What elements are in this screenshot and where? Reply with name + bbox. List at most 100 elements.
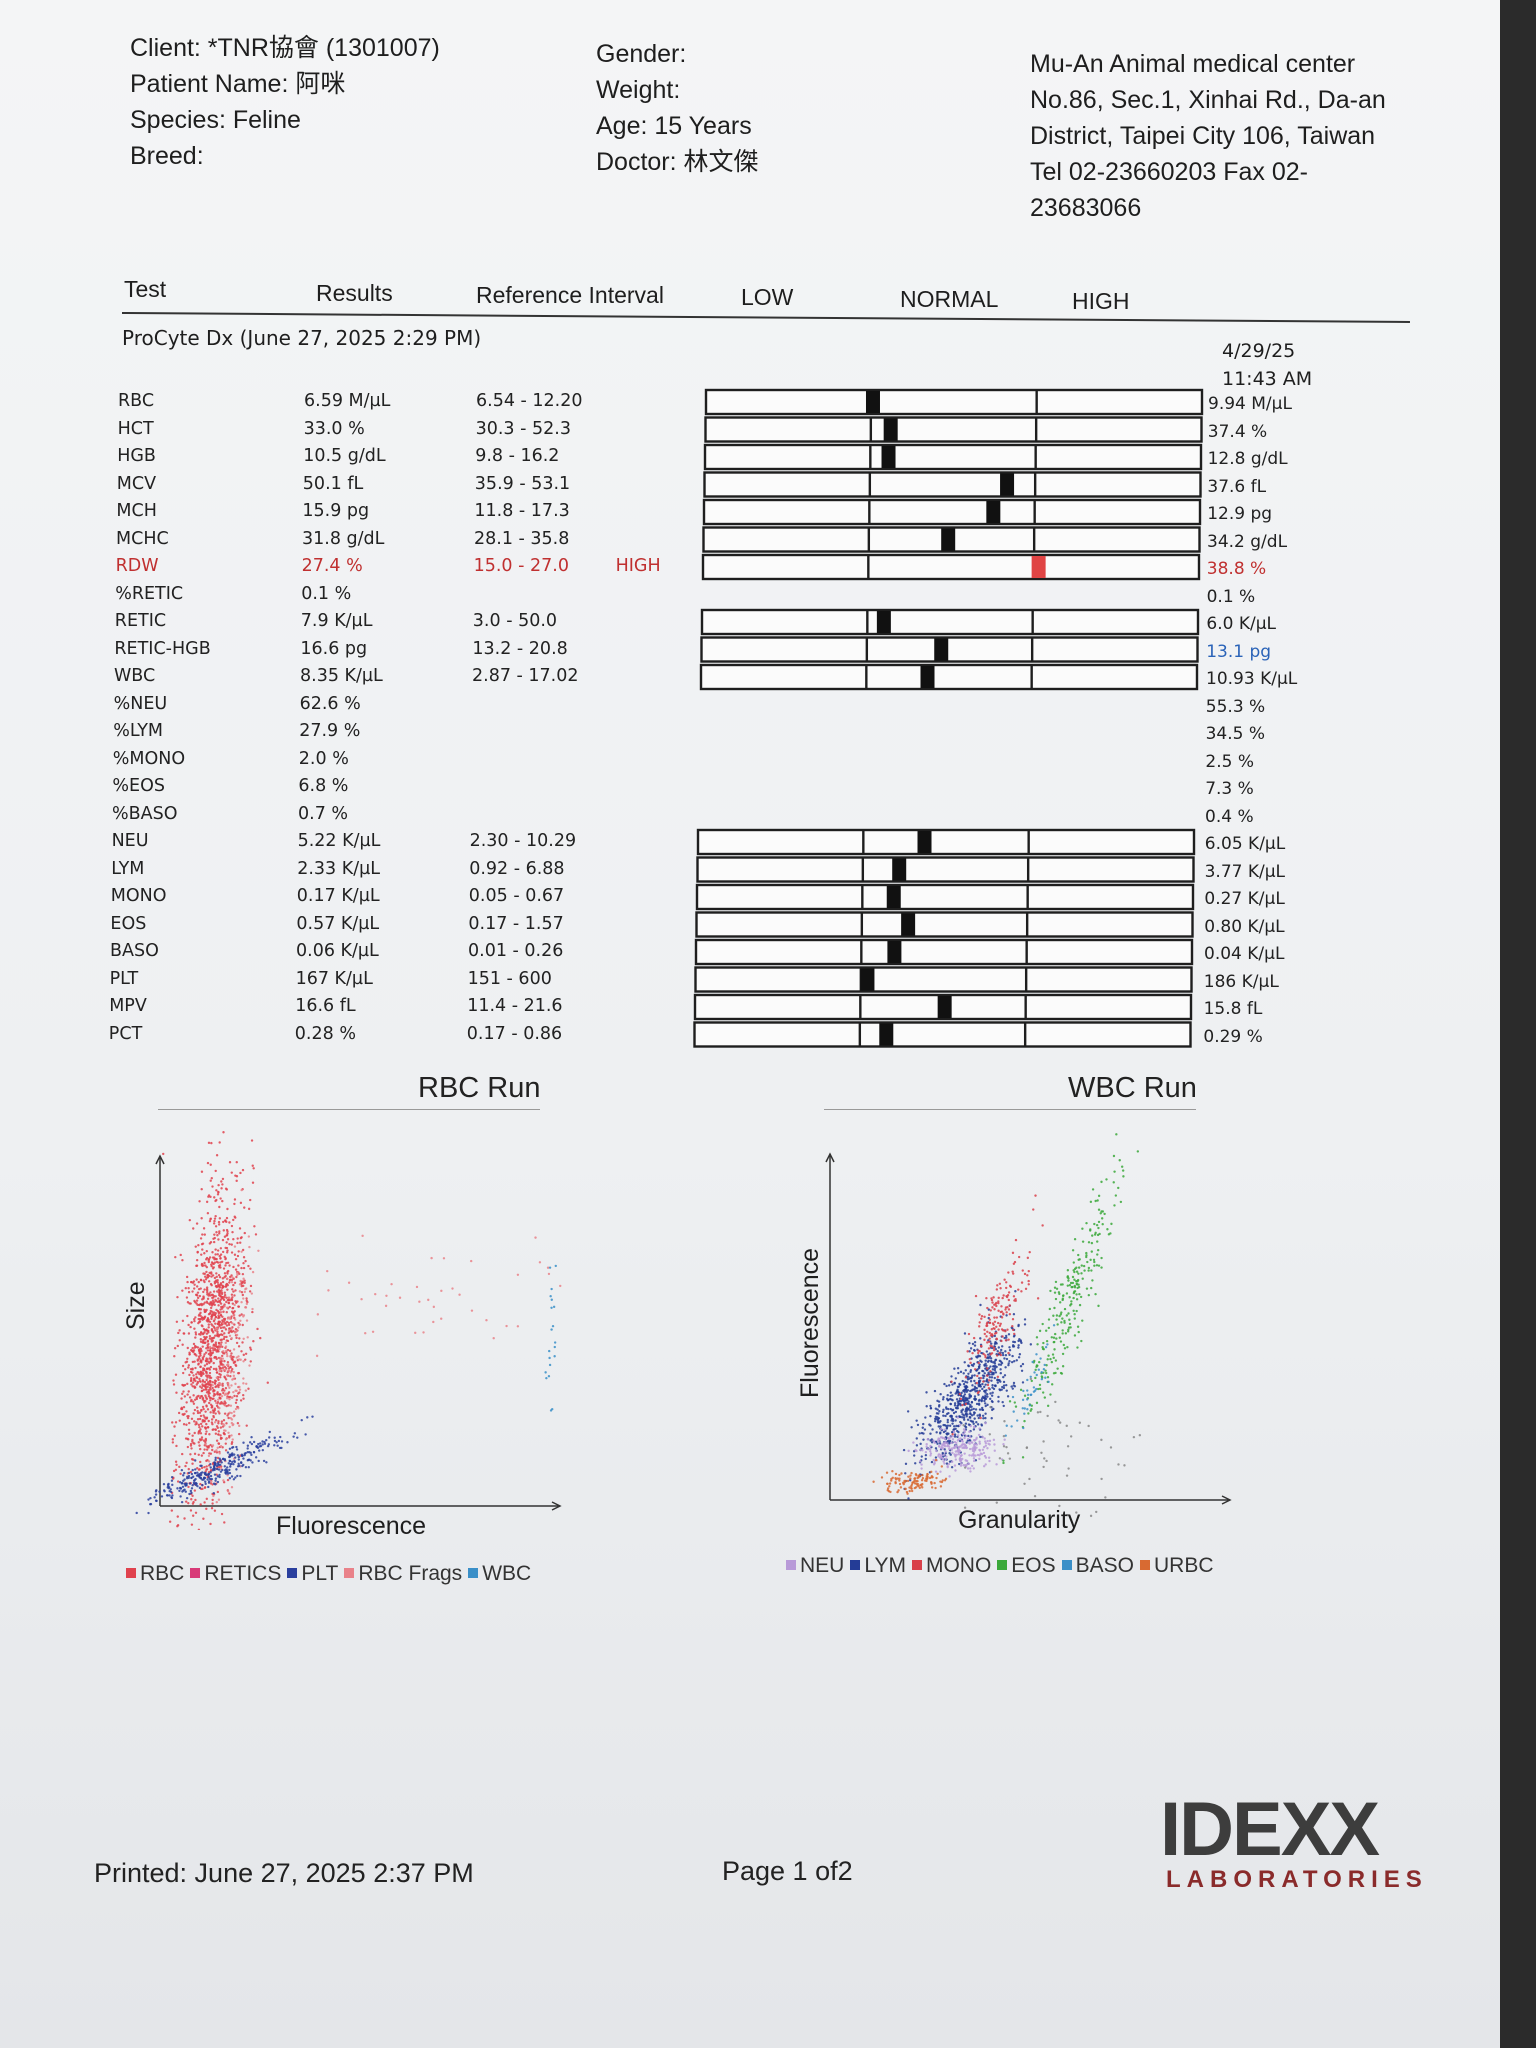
reference-interval: 0.05 - 0.67 [468, 886, 565, 906]
mono-cluster [950, 1194, 1044, 1436]
reference-interval: 28.1 - 35.8 [474, 528, 570, 549]
result-value: 0.1 % [301, 583, 352, 604]
wbc-chart-title: WBC Run [1068, 1072, 1197, 1104]
result-value: 6.8 % [298, 776, 349, 796]
range-bar [703, 471, 1202, 498]
test-name: NEU [111, 831, 149, 851]
legend-item: MONO [906, 1554, 991, 1577]
col-normal: NORMAL [900, 286, 999, 312]
result-value: 62.6 % [299, 693, 361, 714]
test-name: PLT [109, 968, 139, 989]
legend-label: WBC [482, 1562, 532, 1585]
legend-label: RBC [140, 1562, 185, 1585]
previous-result: 6.05 K/µL [1204, 834, 1286, 854]
wbc-events [544, 1264, 557, 1412]
previous-result: 34.2 g/dL [1207, 531, 1288, 552]
legend-item: BASO [1056, 1554, 1134, 1577]
col-high: HIGH [1072, 288, 1130, 314]
lab-report-page: Client: *TNR協會 (1301007) Patient Name: 阿… [0, 0, 1500, 2048]
legend-item: NEU [780, 1554, 844, 1577]
range-bar [695, 883, 1195, 911]
test-name: MCH [116, 501, 157, 521]
test-name: LYM [111, 858, 145, 879]
result-value: 0.06 K/µL [296, 941, 379, 961]
col-reference: Reference Interval [476, 282, 664, 308]
range-bar [700, 608, 1200, 636]
legend-item: RBC [120, 1562, 184, 1585]
previous-result: 2.5 % [1205, 751, 1254, 772]
reference-interval: 11.8 - 17.3 [474, 501, 570, 521]
result-value: 50.1 fL [302, 473, 364, 494]
idexx-logo: IDEXX [1160, 1787, 1380, 1872]
previous-result: 12.8 g/dL [1207, 449, 1288, 469]
result-value: 2.33 K/µL [297, 858, 380, 879]
col-results: Results [316, 280, 393, 306]
result-marker [887, 941, 902, 963]
range-bar-graphs [693, 388, 1204, 1048]
plt-cluster [135, 1415, 314, 1515]
test-name: HGB [117, 446, 156, 466]
previous-result: 0.80 K/µL [1204, 916, 1285, 937]
result-marker [881, 446, 896, 468]
result-value: 167 K/µL [295, 968, 373, 989]
reference-interval: 30.3 - 52.3 [475, 418, 571, 439]
result-marker [879, 1023, 894, 1046]
legend-item: URBC [1134, 1554, 1214, 1577]
previous-result: 0.29 % [1203, 1026, 1263, 1047]
rbc-x-axis-label: Fluorescence [276, 1512, 427, 1540]
reference-interval: 0.92 - 6.88 [469, 858, 565, 879]
clinic-address: Mu-An Animal medical center No.86, Sec.1… [1030, 46, 1386, 226]
reference-interval: 15.0 - 27.0 [473, 556, 569, 576]
result-value: 27.4 % [301, 556, 363, 576]
gender-line: Gender: [596, 40, 687, 68]
test-name: WBC [114, 666, 156, 686]
legend-swatch [997, 1560, 1008, 1571]
legend-label: BASO [1075, 1554, 1135, 1577]
test-name: PCT [108, 1023, 143, 1044]
eos-cluster [1002, 1133, 1140, 1465]
range-bar [695, 911, 1194, 938]
range-bar [693, 993, 1193, 1021]
reference-interval: 13.2 - 20.8 [472, 638, 568, 659]
result-marker [941, 528, 956, 551]
idexx-laboratories-text: LABORATORIES [1166, 1866, 1428, 1893]
range-bar [696, 828, 1196, 856]
range-bar [699, 663, 1199, 691]
wbc-plot-axes [825, 1152, 1232, 1505]
reference-interval: 151 - 600 [467, 968, 552, 989]
previous-result: 7.3 % [1205, 779, 1254, 799]
result-marker [886, 886, 901, 908]
range-bar [702, 498, 1202, 526]
rbc-scatter-plot [135, 1131, 562, 1530]
range-bar [704, 388, 1204, 416]
previous-result: 0.27 K/µL [1204, 889, 1285, 909]
clinic-fax-line: 23683066 [1030, 194, 1142, 222]
test-name: MCHC [116, 528, 169, 549]
reference-interval: 3.0 - 50.0 [472, 611, 558, 631]
client-line: Client: *TNR協會 (1301007) [130, 34, 440, 62]
scatter-noise [225, 1234, 562, 1358]
rbc-plot-axes [155, 1154, 562, 1511]
test-name: BASO [110, 941, 159, 961]
reference-interval: 11.4 - 21.6 [467, 996, 563, 1016]
legend-item: RBC Frags [338, 1562, 462, 1585]
test-name: MONO [110, 886, 167, 906]
scatter-noise [962, 1377, 1142, 1518]
legend-swatch [1140, 1560, 1151, 1571]
result-value: 2.0 % [298, 748, 349, 769]
page-number: Page 1 of2 [722, 1856, 853, 1886]
legend-label: EOS [1011, 1554, 1056, 1577]
rbc-frags-cluster [204, 1188, 260, 1504]
previous-result: 186 K/µL [1203, 971, 1279, 992]
previous-result: 0.04 K/µL [1204, 944, 1285, 964]
wbc-y-axis-label: Fluorescence [796, 1247, 824, 1398]
flag-label: HIGH [615, 556, 661, 576]
legend-label: LYM [864, 1554, 906, 1577]
previous-result: 12.9 pg [1207, 504, 1273, 524]
result-value: 27.9 % [299, 721, 361, 741]
range-bar [701, 553, 1201, 581]
reference-interval: 6.54 - 12.20 [476, 391, 583, 411]
previous-result: 0.4 % [1205, 806, 1254, 827]
legend-item: LYM [844, 1554, 906, 1577]
legend-swatch [126, 1568, 136, 1579]
